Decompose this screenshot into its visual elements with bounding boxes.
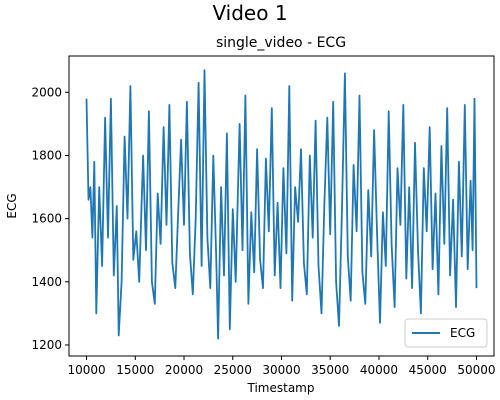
x-tick-label: 10000: [67, 363, 105, 377]
y-tick-label: 2000: [31, 85, 62, 99]
x-tick-label: 15000: [116, 363, 154, 377]
y-tick-label: 1400: [31, 275, 62, 289]
x-tick-label: 20000: [165, 363, 203, 377]
series-layer: [87, 70, 477, 338]
x-tick-label: 35000: [311, 363, 349, 377]
chart-title: single_video - ECG: [216, 35, 346, 51]
y-tick-label: 1800: [31, 148, 62, 162]
figure-title: Video 1: [212, 1, 287, 25]
x-tick-label: 25000: [214, 363, 252, 377]
y-tick-label: 1200: [31, 338, 62, 352]
y-tick-label: 1600: [31, 212, 62, 226]
legend-entry-ecg: ECG: [450, 326, 475, 340]
y-axis: 1200 1400 1600 1800 2000: [31, 85, 69, 352]
y-axis-label: ECG: [5, 193, 19, 218]
x-tick-label: 30000: [262, 363, 300, 377]
x-tick-label: 50000: [457, 363, 495, 377]
x-axis: 10000 15000 20000 25000 30000 35000 40000 45000…: [67, 356, 495, 377]
series-line-ecg: [87, 70, 477, 338]
x-tick-label: 45000: [409, 363, 447, 377]
legend: ECG: [405, 319, 487, 347]
x-tick-label: 40000: [360, 363, 398, 377]
x-axis-label: Timestamp: [247, 381, 315, 395]
